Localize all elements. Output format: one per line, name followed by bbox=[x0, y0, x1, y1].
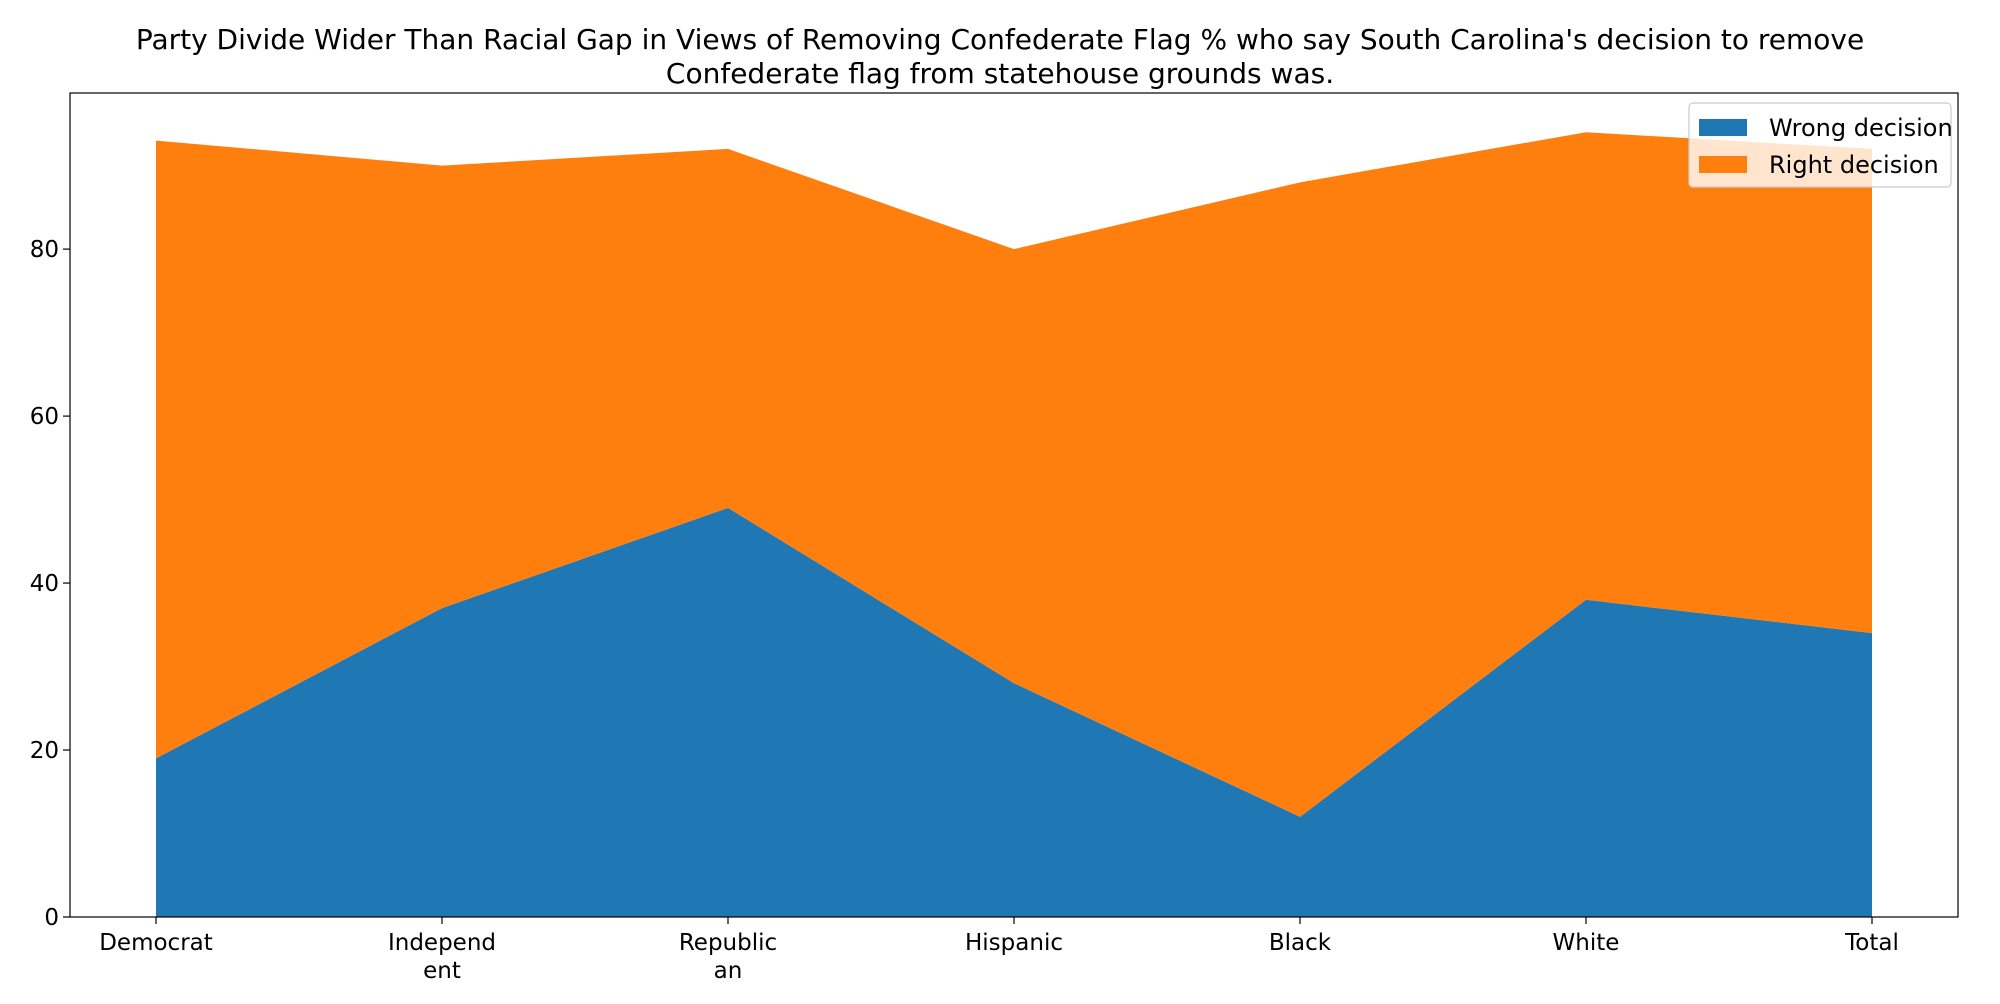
x-tick-label: Hispanic bbox=[965, 930, 1063, 956]
y-tick-label: 60 bbox=[30, 404, 59, 430]
x-axis: Democrat Independ ent Republic an Hispanic Bla… bbox=[99, 917, 1899, 984]
y-tick-label: 40 bbox=[30, 571, 59, 597]
x-tick-label: White bbox=[1553, 930, 1620, 956]
legend-box bbox=[1688, 102, 1952, 188]
chart-title: Party Divide Wider Than Racial Gap in Vi… bbox=[136, 23, 1864, 90]
x-tick-label: Republic an bbox=[679, 930, 777, 984]
x-tick-label: Democrat bbox=[99, 930, 213, 956]
y-tick-label: 20 bbox=[30, 738, 59, 764]
legend: Wrong decision Right decision bbox=[1688, 102, 1953, 188]
area-series-wrong-decision bbox=[156, 507, 1872, 917]
y-tick-label: 80 bbox=[30, 237, 59, 263]
x-tick-label: Total bbox=[1844, 930, 1899, 956]
y-axis: 0 20 40 60 80 bbox=[30, 237, 70, 931]
chart-title-line: Party Divide Wider Than Racial Gap in Vi… bbox=[136, 23, 1864, 56]
legend-label: Right decision bbox=[1769, 151, 1939, 179]
legend-label: Wrong decision bbox=[1769, 114, 1953, 142]
x-tick-label: Independ ent bbox=[388, 930, 496, 984]
area-series-right-decision bbox=[156, 132, 1872, 817]
chart-areas bbox=[156, 132, 1872, 917]
legend-swatch bbox=[1699, 156, 1747, 173]
chart-title-line: Confederate flag from statehouse grounds… bbox=[666, 57, 1334, 90]
y-tick-label: 0 bbox=[44, 905, 59, 931]
x-tick-label: Black bbox=[1269, 930, 1332, 956]
legend-swatch bbox=[1699, 119, 1747, 136]
